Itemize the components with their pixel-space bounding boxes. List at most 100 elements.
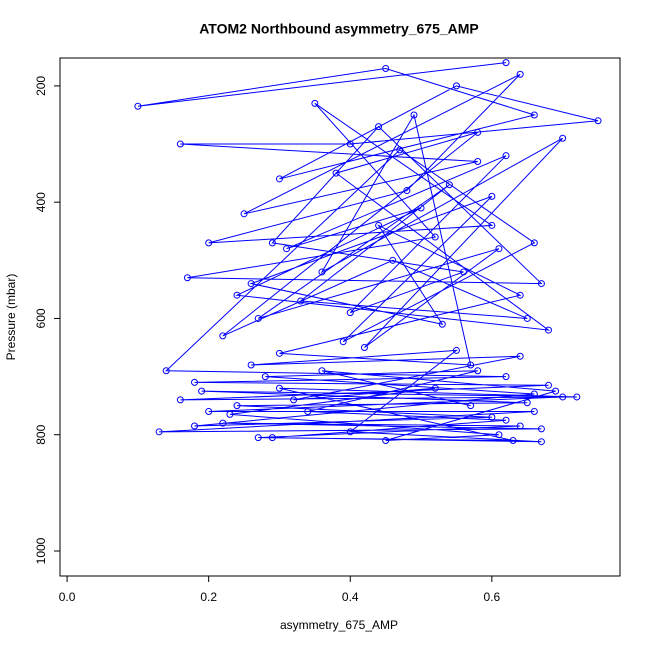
- data-point: [205, 407, 213, 415]
- data-point: [268, 239, 276, 247]
- data-point: [155, 428, 163, 436]
- data-point: [502, 416, 510, 424]
- data-point: [530, 407, 538, 415]
- data-point: [233, 291, 241, 299]
- data-point: [452, 346, 460, 354]
- data-point: [502, 59, 510, 67]
- data-point: [537, 425, 545, 433]
- data-point: [467, 402, 475, 410]
- data-point: [523, 314, 531, 322]
- data-point: [360, 344, 368, 352]
- data-point: [559, 134, 567, 142]
- y-tick-label: 200: [34, 76, 48, 96]
- data-point: [247, 361, 255, 369]
- data-point: [275, 349, 283, 357]
- data-point: [523, 399, 531, 407]
- data-point: [176, 140, 184, 148]
- data-point: [509, 437, 517, 445]
- data-point: [247, 280, 255, 288]
- data-point: [375, 221, 383, 229]
- chart-title: ATOM2 Northbound asymmetry_675_AMP: [199, 21, 479, 37]
- data-point: [183, 274, 191, 282]
- series-line: [137, 62, 599, 443]
- data-point: [488, 221, 496, 229]
- data-point: [502, 152, 510, 160]
- data-point: [382, 437, 390, 445]
- data-point: [460, 268, 468, 276]
- x-axis-label: asymmetry_675_AMP: [280, 618, 398, 632]
- data-point: [254, 434, 262, 442]
- data-point: [396, 146, 404, 154]
- data-point: [261, 373, 269, 381]
- data-point: [403, 187, 411, 195]
- data-point: [240, 210, 248, 218]
- data-point: [311, 99, 319, 107]
- data-point: [467, 361, 475, 369]
- data-point: [275, 384, 283, 392]
- data-point: [254, 314, 262, 322]
- data-point: [389, 256, 397, 264]
- data-point: [530, 390, 538, 398]
- data-point: [516, 291, 524, 299]
- data-point: [516, 352, 524, 360]
- data-point: [198, 387, 206, 395]
- plot-frame: [59, 57, 621, 577]
- data-point: [382, 64, 390, 72]
- data-point: [268, 434, 276, 442]
- data-point: [275, 175, 283, 183]
- data-point: [474, 367, 482, 375]
- data-point: [205, 239, 213, 247]
- y-tick-label: 400: [34, 192, 48, 212]
- data-point: [573, 393, 581, 401]
- x-tick-label: 0.0: [59, 590, 76, 604]
- data-point: [297, 297, 305, 305]
- x-tick-label: 0.2: [200, 590, 217, 604]
- data-point: [219, 419, 227, 427]
- y-tick-label: 600: [34, 308, 48, 328]
- data-point: [410, 111, 418, 119]
- data-point: [552, 387, 560, 395]
- data-point: [537, 438, 545, 446]
- data-point: [219, 332, 227, 340]
- data-point: [375, 123, 383, 131]
- data-point: [516, 70, 524, 78]
- data-point: [346, 309, 354, 317]
- data-point: [516, 422, 524, 430]
- data-point: [438, 320, 446, 328]
- data-point: [594, 117, 602, 125]
- data-point: [226, 410, 234, 418]
- data-point: [191, 422, 199, 430]
- data-point: [537, 280, 545, 288]
- y-axis-label: Pressure (mbar): [4, 274, 18, 361]
- data-point: [488, 192, 496, 200]
- data-point: [191, 378, 199, 386]
- data-point: [544, 326, 552, 334]
- data-point: [339, 338, 347, 346]
- data-point: [502, 373, 510, 381]
- data-point: [431, 233, 439, 241]
- data-point: [318, 367, 326, 375]
- data-point: [445, 181, 453, 189]
- data-point: [559, 393, 567, 401]
- data-point: [417, 204, 425, 212]
- y-tick-label: 1000: [34, 537, 48, 564]
- data-point: [233, 402, 241, 410]
- data-point: [452, 82, 460, 90]
- x-tick-label: 0.4: [342, 590, 359, 604]
- data-point: [431, 384, 439, 392]
- data-point: [530, 111, 538, 119]
- data-point: [134, 102, 142, 110]
- data-point: [176, 396, 184, 404]
- y-tick-label: 800: [34, 424, 48, 444]
- data-point: [332, 169, 340, 177]
- data-point: [304, 407, 312, 415]
- data-point: [346, 428, 354, 436]
- data-point: [474, 128, 482, 136]
- data-point: [318, 268, 326, 276]
- data-point: [346, 140, 354, 148]
- data-point: [162, 367, 170, 375]
- data-point: [488, 413, 496, 421]
- data-point: [544, 381, 552, 389]
